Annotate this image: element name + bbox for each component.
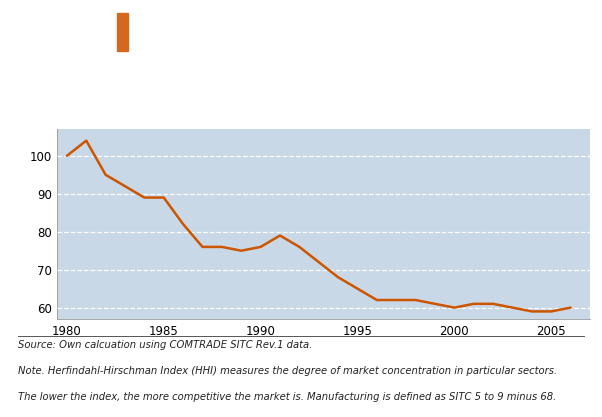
Text: Note. Herfindahl-Hirschman Index (HHI) measures the degree of market concentrati: Note. Herfindahl-Hirschman Index (HHI) m… [18, 366, 557, 376]
Text: Concentration of World Manufacturing Exports:: Concentration of World Manufacturing Exp… [135, 14, 491, 27]
Bar [117, 13, 128, 51]
Text: The lower the index, the more competitive the market is. Manufacturing is define: The lower the index, the more competitiv… [18, 392, 556, 402]
Text: 1980 = 100: 1980 = 100 [135, 86, 220, 99]
Text: Source: Own calcuation using COMTRADE SITC Rev.1 data.: Source: Own calcuation using COMTRADE SI… [18, 340, 312, 350]
Text: Herfindahl-Hirschman Index (HHI), 1980–2006,: Herfindahl-Hirschman Index (HHI), 1980–2… [135, 50, 485, 63]
Text: FIGURE 41: FIGURE 41 [18, 19, 92, 32]
